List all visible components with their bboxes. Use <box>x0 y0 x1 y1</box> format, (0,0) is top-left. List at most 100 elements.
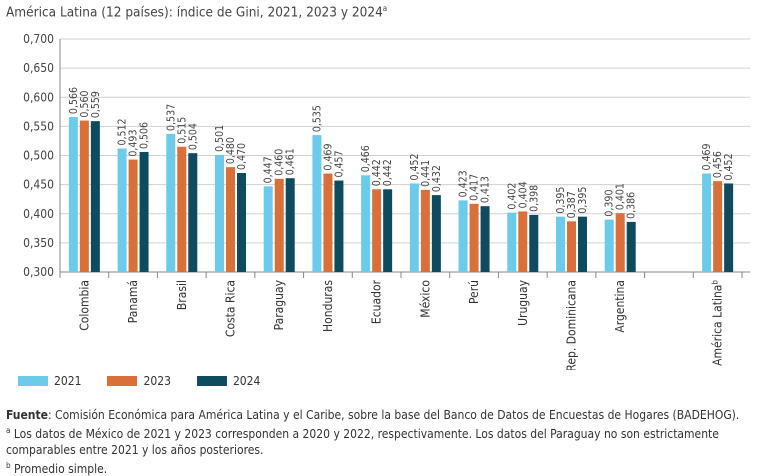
bar-2023 <box>274 178 284 272</box>
data-label: 0,506 <box>139 122 151 149</box>
chart-title: América Latina (12 países): índice de Gi… <box>6 4 387 21</box>
bar-2023 <box>128 159 138 272</box>
bar-2023 <box>226 167 235 272</box>
legend-item-2021: 2021 <box>18 374 81 388</box>
x-category-label: Paraguay <box>272 279 286 330</box>
x-category-label: América Latinab <box>711 280 725 366</box>
legend: 2021 2023 2024 <box>18 374 260 388</box>
bar-chart: 0,300 0,350 0,400 0,450 0,500 0,550 0,600 0,650… <box>23 32 750 370</box>
data-label: 0,442 <box>371 159 383 186</box>
x-category-label: Colombia <box>77 280 91 331</box>
data-label: 0,387 <box>566 191 578 218</box>
footnote-text: Promedio simple. <box>10 462 108 476</box>
data-label: 0,566 <box>68 87 80 114</box>
bar-2021 <box>604 219 614 272</box>
data-label: 0,504 <box>187 123 199 150</box>
data-label: 0,456 <box>712 151 724 178</box>
y-tick-label: 0,450 <box>23 178 54 192</box>
legend-swatch <box>107 376 138 386</box>
data-label: 0,413 <box>480 176 492 203</box>
y-tick-label: 0,550 <box>23 119 54 133</box>
data-label: 0,452 <box>723 153 735 180</box>
x-category-label: Brasil <box>175 280 189 310</box>
data-label: 0,512 <box>117 118 129 145</box>
data-label: 0,515 <box>176 117 188 144</box>
bar-2021 <box>263 186 273 272</box>
bar-2024 <box>285 178 295 272</box>
bar-2021 <box>68 117 78 273</box>
source-label: Fuente <box>6 408 48 422</box>
bar-2021 <box>215 154 224 272</box>
footnote-mark: a <box>6 426 11 435</box>
bar-2024 <box>237 172 246 272</box>
bar-2024 <box>626 221 636 272</box>
source-text: : Comisión Económica para América Latina… <box>47 408 740 422</box>
data-label: 0,432 <box>431 165 443 192</box>
x-category-label: Ecuador <box>370 279 384 324</box>
data-label: 0,535 <box>311 105 323 132</box>
x-category-label: Uruguay <box>516 279 530 325</box>
bar-2024 <box>724 183 734 272</box>
data-label: 0,559 <box>90 91 102 118</box>
bar-2024 <box>90 121 100 272</box>
data-label: 0,401 <box>615 183 627 210</box>
footnote-b: b Promedio simple. <box>6 458 776 476</box>
title-footnote-mark: a <box>382 4 388 13</box>
x-category-label: Rep. Dominicana <box>565 280 579 370</box>
bar-2021 <box>507 212 517 272</box>
data-label: 0,469 <box>701 144 713 171</box>
bar-2021 <box>458 200 468 272</box>
data-label: 0,390 <box>604 190 616 217</box>
y-tick-label: 0,700 <box>23 32 54 46</box>
data-label: 0,417 <box>469 174 481 201</box>
data-label: 0,404 <box>517 181 529 208</box>
data-label: 0,501 <box>214 125 226 152</box>
bar-2024 <box>431 195 441 272</box>
data-label: 0,423 <box>458 170 470 197</box>
bar-2024 <box>480 206 490 272</box>
bar-2021 <box>117 148 127 272</box>
bar-2024 <box>578 216 587 272</box>
y-tick-label: 0,600 <box>23 90 54 104</box>
bar-2024 <box>383 189 393 272</box>
y-tick-label: 0,300 <box>23 265 54 279</box>
legend-label: 2024 <box>232 374 261 388</box>
bar-2021 <box>312 135 322 272</box>
legend-label: 2021 <box>54 374 82 388</box>
data-label: 0,493 <box>128 130 140 157</box>
x-category-label: México <box>418 280 432 318</box>
bar-2024 <box>334 180 344 272</box>
footnote-text: Los datos de México de 2021 y 2023 corre… <box>6 427 719 457</box>
legend-swatch <box>18 376 48 386</box>
bar-2024 <box>529 214 539 272</box>
data-label: 0,395 <box>577 187 589 214</box>
data-label: 0,457 <box>333 151 345 178</box>
bar-2021 <box>702 173 712 272</box>
bar-2023 <box>420 189 430 272</box>
bar-2023 <box>323 173 333 272</box>
data-label: 0,447 <box>263 156 275 183</box>
bar-2023 <box>177 146 187 272</box>
data-label: 0,466 <box>360 145 372 172</box>
bar-2021 <box>556 216 565 272</box>
data-label: 0,442 <box>382 159 394 186</box>
bar-2023 <box>567 221 576 272</box>
data-label: 0,560 <box>79 91 91 118</box>
bar-2023 <box>372 189 382 272</box>
bar-2023 <box>469 203 479 272</box>
footnote-a: a Los datos de México de 2021 y 2023 cor… <box>6 423 776 458</box>
footnote-mark: b <box>6 461 11 470</box>
data-label: 0,469 <box>322 144 334 171</box>
data-label: 0,398 <box>528 185 540 212</box>
bar-2024 <box>139 152 149 272</box>
legend-item-2023: 2023 <box>107 374 171 388</box>
data-label: 0,386 <box>626 192 638 219</box>
title-text: América Latina (12 países): índice de Gi… <box>6 4 383 21</box>
bar-2023 <box>615 213 625 272</box>
bar-2023 <box>518 211 528 272</box>
source-note: Fuente: Comisión Económica para América … <box>6 407 776 423</box>
data-label: 0,461 <box>285 148 297 175</box>
bar-2021 <box>409 183 419 272</box>
bar-2024 <box>188 153 198 272</box>
legend-swatch <box>196 376 227 386</box>
